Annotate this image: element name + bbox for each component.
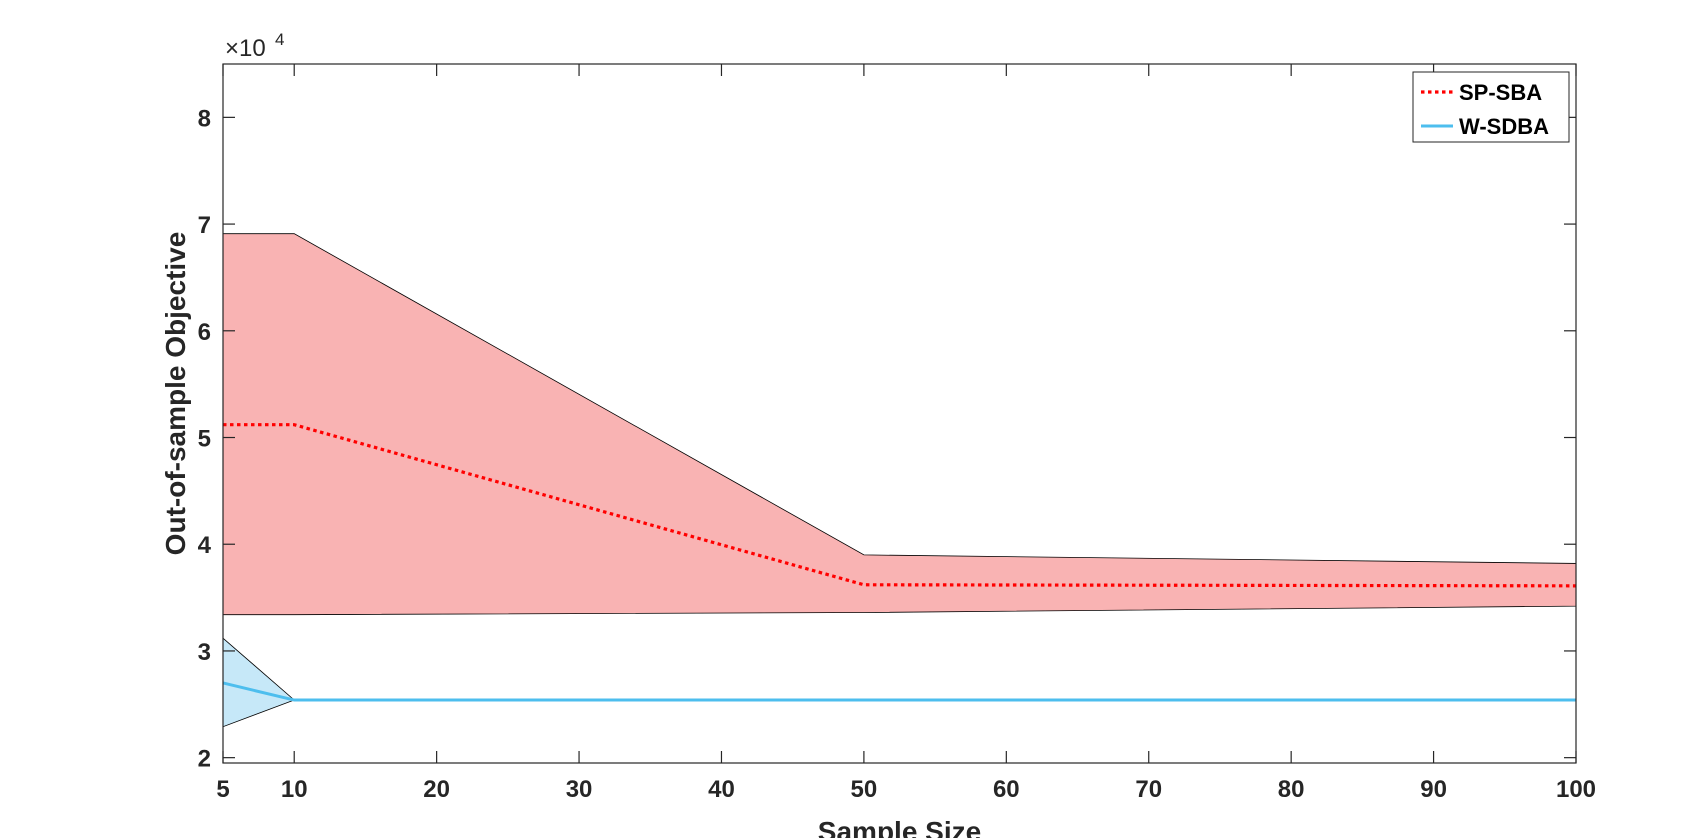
series-line-w-sdba xyxy=(222,681,1576,702)
y-tick-label: 3 xyxy=(198,639,211,666)
y-tick-label: 5 xyxy=(198,426,211,453)
band-w-sdba xyxy=(222,637,1576,728)
x-tick-labels: 5 10 20 30 40 50 60 70 80 90 100 xyxy=(216,776,1596,803)
plot-area-border xyxy=(222,63,1577,764)
x-axis-label: Sample Size xyxy=(818,816,981,838)
y-axis-exponent-power: 4 xyxy=(275,30,284,49)
series-lines xyxy=(222,423,1577,702)
series-line-sp-sba xyxy=(223,423,1577,588)
x-tick-label: 90 xyxy=(1420,776,1447,803)
x-tick-label: 40 xyxy=(708,776,735,803)
y-axis-label: Out-of-sample Objective xyxy=(160,232,191,556)
x-tick-label: 30 xyxy=(566,776,593,803)
y-tick-label: 2 xyxy=(198,746,211,773)
y-axis-exponent: ×10 4 xyxy=(225,30,284,62)
x-tick-label: 70 xyxy=(1135,776,1162,803)
x-tick-label: 50 xyxy=(851,776,878,803)
y-tick-label: 6 xyxy=(198,319,211,346)
x-tick-label: 5 xyxy=(216,776,229,803)
legend-label-w-sdba: W-SDBA xyxy=(1459,114,1549,139)
legend-box xyxy=(1412,71,1570,143)
y-axis-exponent-base: ×10 xyxy=(225,35,266,62)
y-tick-label: 4 xyxy=(198,532,212,559)
confidence-bands xyxy=(222,233,1577,728)
y-tick-label: 8 xyxy=(198,105,211,132)
x-tick-label: 20 xyxy=(423,776,450,803)
legend: SP-SBA W-SDBA xyxy=(1412,71,1570,143)
y-tick-labels: 2 3 4 5 6 7 8 xyxy=(198,105,212,772)
x-tick-label: 60 xyxy=(993,776,1020,803)
legend-label-sp-sba: SP-SBA xyxy=(1459,80,1542,105)
y-tick-label: 7 xyxy=(198,212,211,239)
x-tick-label: 80 xyxy=(1278,776,1305,803)
x-tick-label: 10 xyxy=(281,776,308,803)
band-sp-sba xyxy=(222,233,1577,616)
x-tick-label: 100 xyxy=(1556,776,1596,803)
